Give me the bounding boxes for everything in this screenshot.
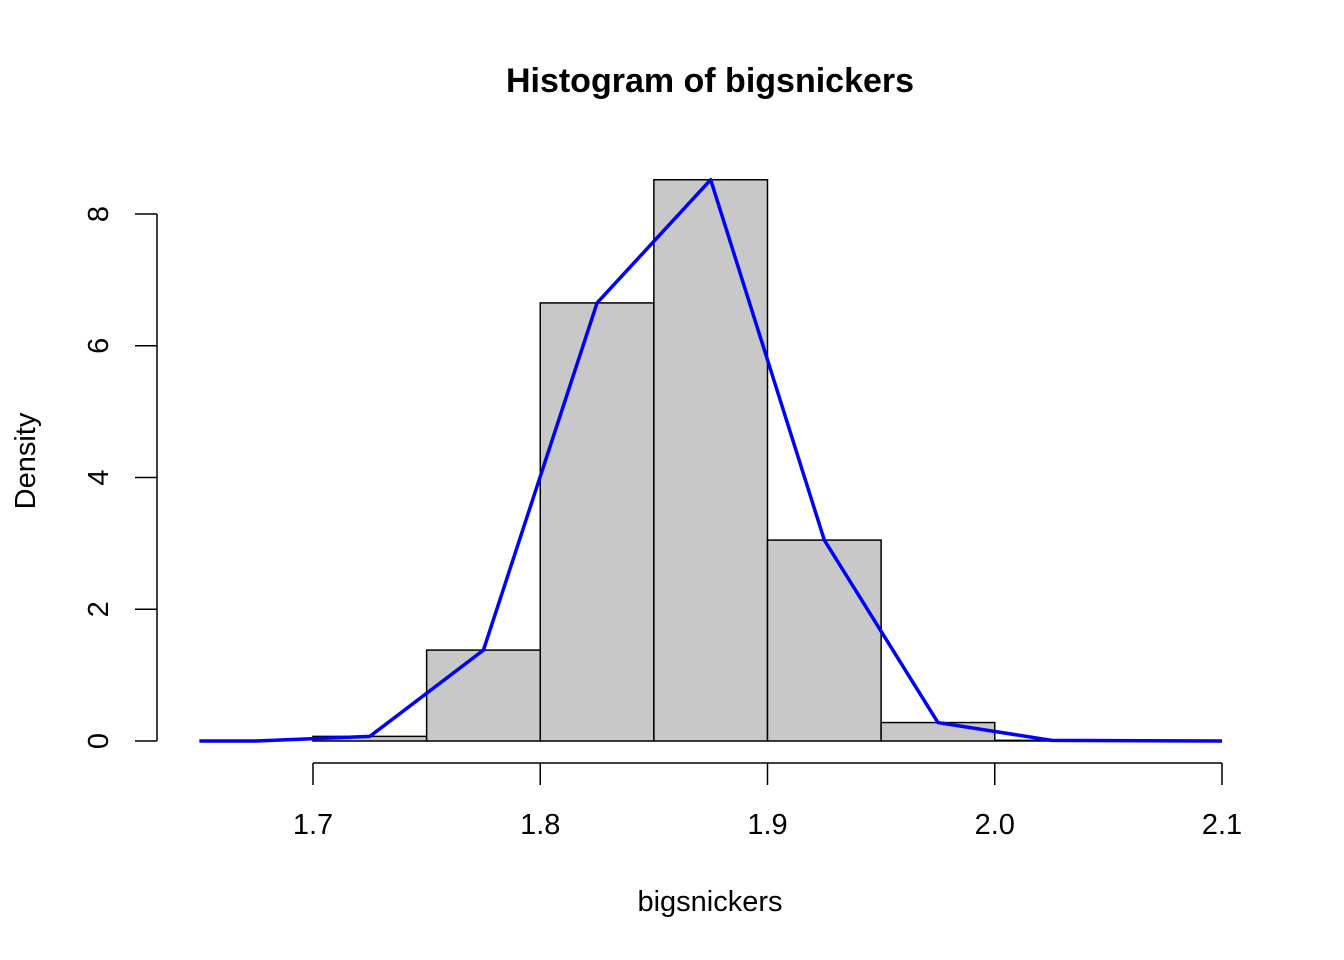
x-tick-label: 1.7 (293, 809, 333, 841)
histogram-bar (539, 302, 655, 742)
y-axis-label: Density (10, 412, 42, 509)
x-axis: 1.7 1.8 1.9 2.0 2.1 (293, 762, 1242, 841)
x-tick-label: 2.1 (1202, 809, 1242, 841)
chart-title: Histogram of bigsnickers (506, 62, 914, 100)
histogram-bar (880, 721, 996, 742)
x-tick-label: 1.8 (520, 809, 560, 841)
density-lines (199, 177, 1223, 743)
histogram-bars (312, 178, 1110, 742)
x-tick-label: 2.0 (975, 809, 1015, 841)
y-tick-label: 4 (83, 469, 115, 485)
y-tick-label: 0 (83, 733, 115, 749)
histogram-bar (653, 178, 769, 742)
x-axis-label: bigsnickers (637, 886, 782, 918)
y-tick-label: 6 (83, 338, 115, 354)
y-tick-label: 8 (83, 206, 115, 222)
histogram-bar (766, 539, 882, 742)
histogram-bar (425, 649, 541, 742)
y-axis: 0 2 4 6 8 (83, 206, 158, 749)
x-tick-label: 1.9 (747, 809, 787, 841)
y-tick-label: 2 (83, 601, 115, 617)
density-line (199, 177, 1223, 743)
